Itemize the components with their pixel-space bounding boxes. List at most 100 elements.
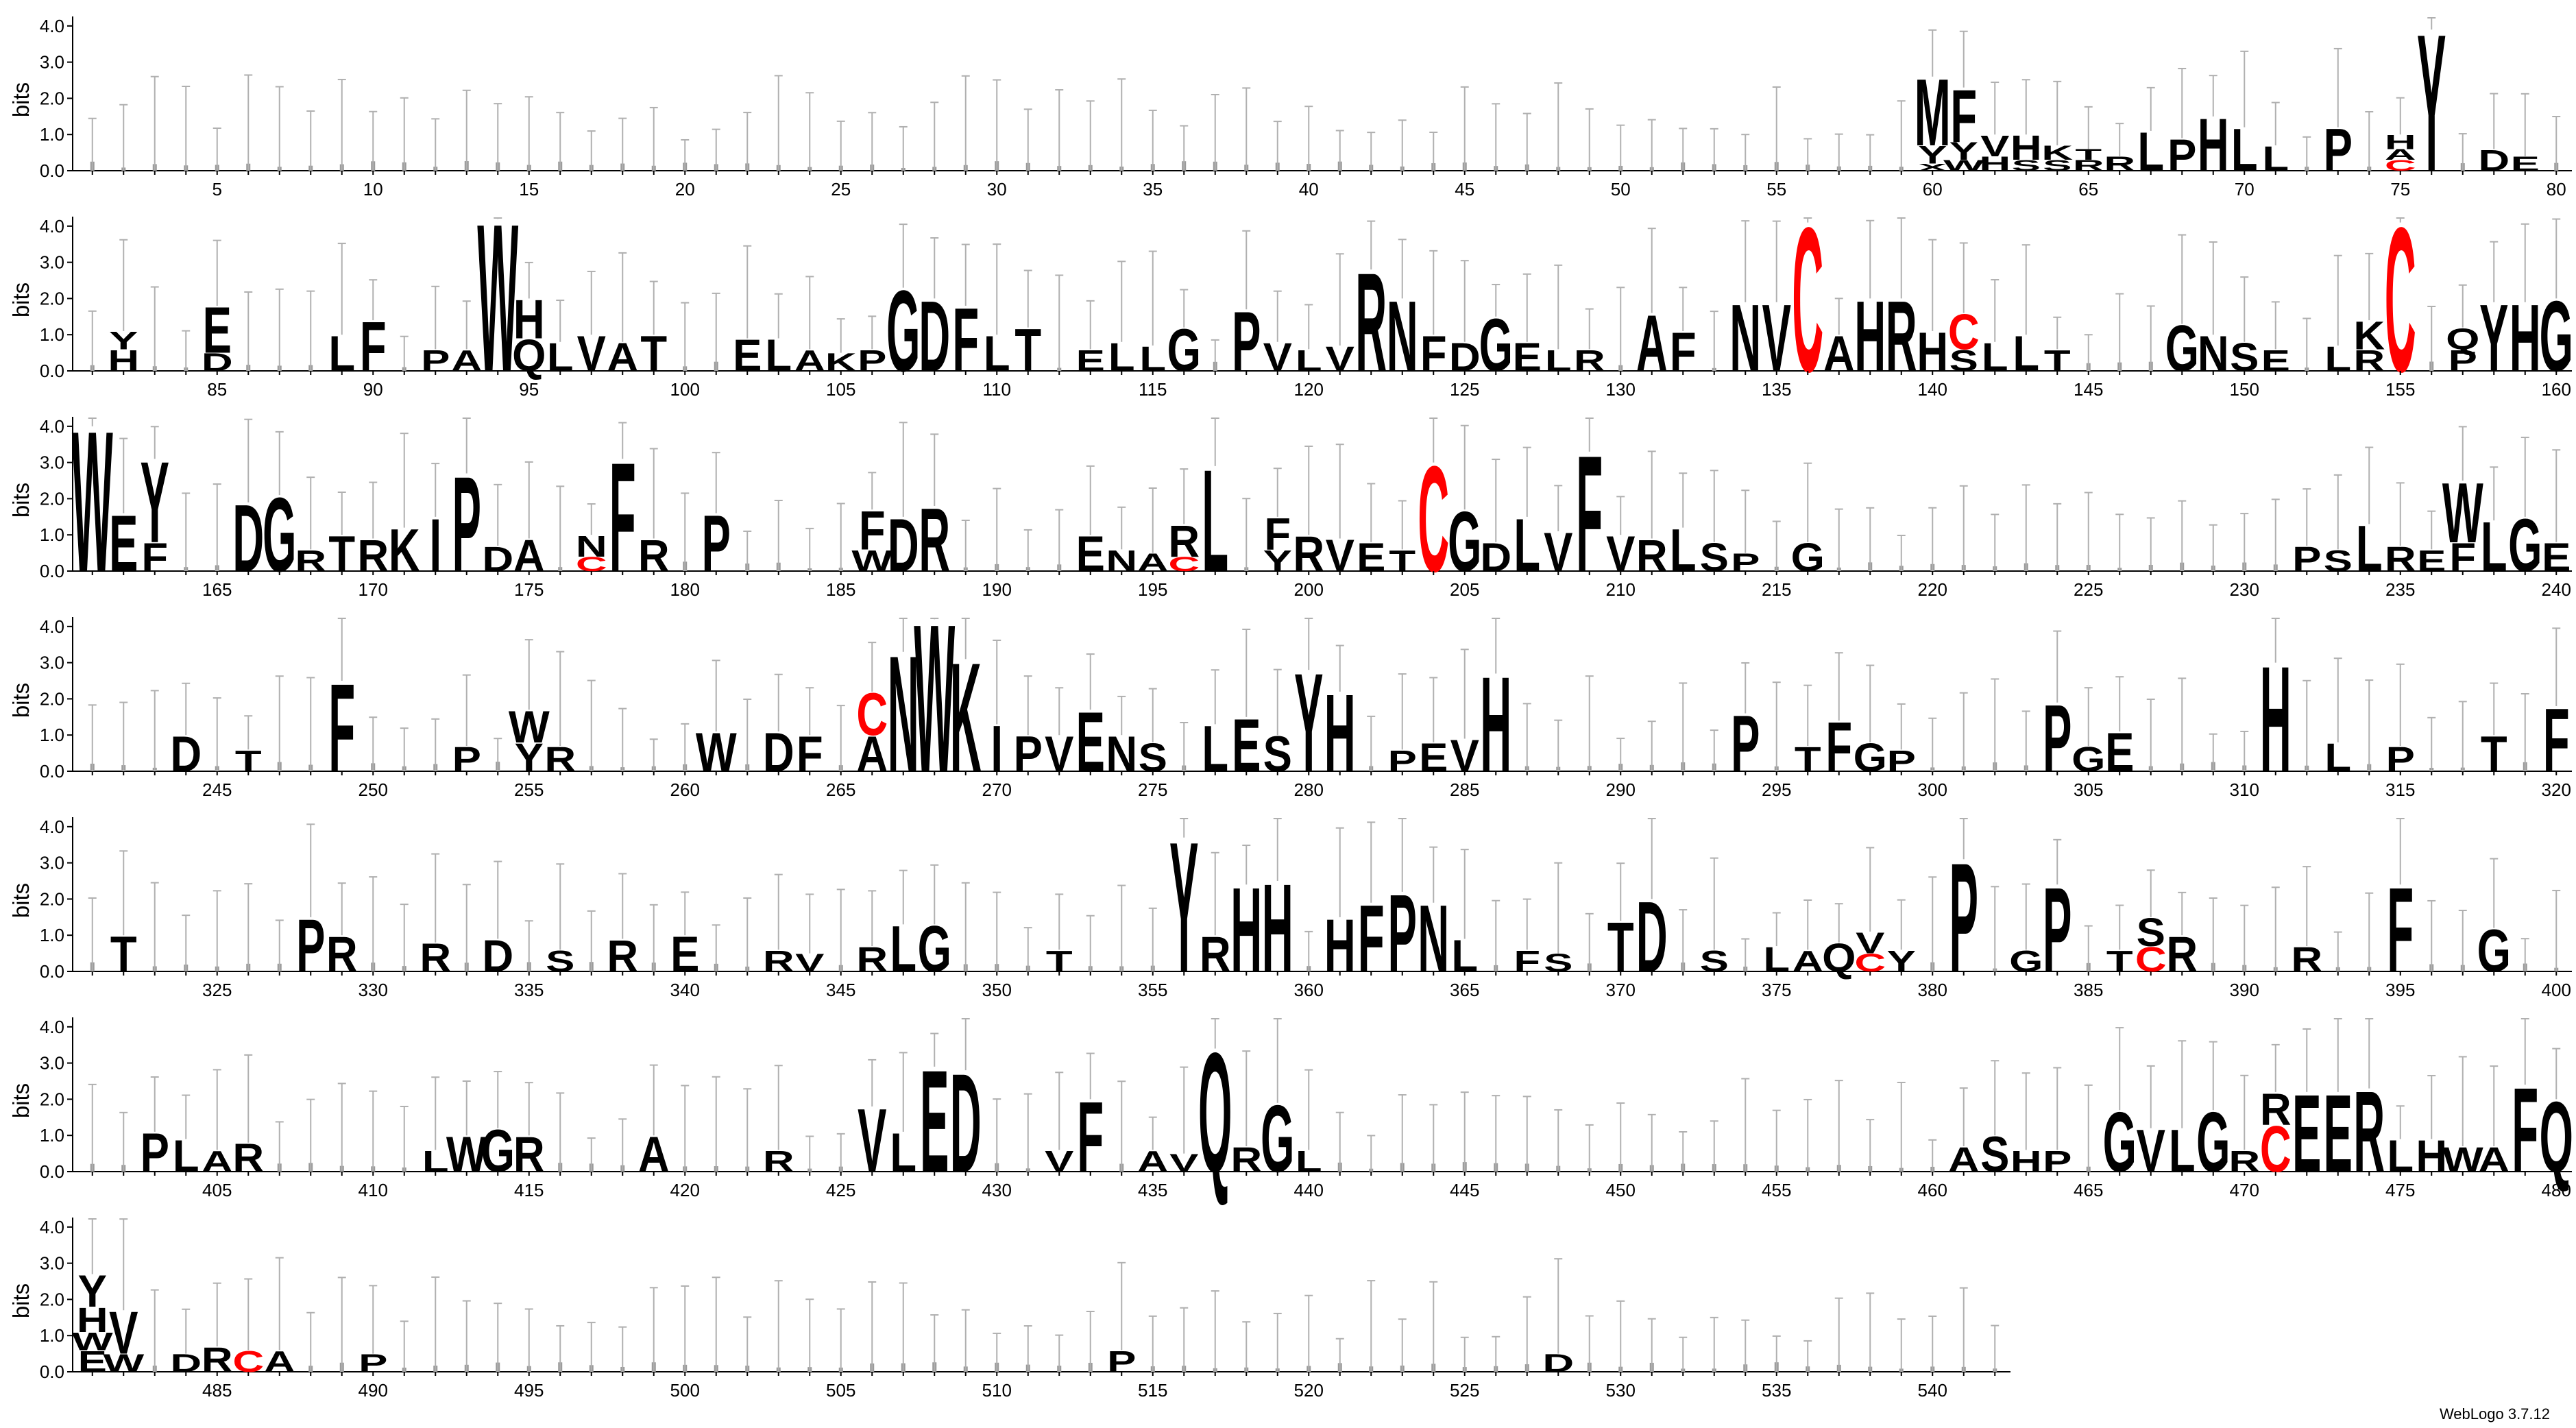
y-axis-label: bits [8, 1283, 34, 1318]
x-tick-label: 510 [982, 1380, 1012, 1401]
x-tick-label: 65 [2078, 179, 2098, 199]
y-tick-label: 0.0 [40, 961, 64, 982]
x-tick-label: 355 [1138, 980, 1167, 1000]
y-axis-label: bits [8, 883, 34, 918]
residue-letter: H [513, 289, 545, 350]
residue-letter: F [1576, 422, 1603, 606]
residue-letter: F [609, 431, 636, 605]
residue-letter: Y [1918, 141, 1947, 169]
x-tick-label: 345 [826, 980, 855, 1000]
x-tick-label: 205 [1450, 579, 1479, 600]
x-tick-label: 410 [359, 1180, 388, 1200]
residue-letter: S [2137, 910, 2165, 954]
residue-letter: K [950, 631, 982, 805]
y-tick-label: 3.0 [40, 452, 64, 473]
residue-letter: W [72, 1327, 113, 1355]
residue-letter: F [1950, 75, 1977, 159]
x-tick-label: 315 [2385, 779, 2415, 800]
y-tick-label: 1.0 [40, 725, 64, 745]
residue-letter: I [429, 504, 441, 588]
logo-row: bits 0.0 1.0 2.0 3.0 4.0 5 10 15 20 25 30 35 40 45 50 55… [8, 0, 2572, 213]
x-tick-label: 530 [1606, 1380, 1636, 1401]
x-tick-label: 25 [831, 179, 851, 199]
x-tick-label: 80 [2547, 179, 2566, 199]
y-tick-label: 4.0 [40, 616, 64, 637]
residue-letter: Y [1169, 803, 1198, 1011]
x-tick-label: 140 [1918, 379, 1947, 400]
x-tick-label: 295 [1762, 779, 1791, 800]
residue-letter: F [859, 500, 886, 561]
x-tick-label: 235 [2385, 579, 2415, 600]
x-tick-label: 500 [670, 1380, 700, 1401]
y-tick-label: 2.0 [40, 1089, 64, 1109]
y-tick-label: 3.0 [40, 252, 64, 273]
residue-letter: W [477, 181, 518, 417]
residue-letter: V [109, 1300, 138, 1368]
x-tick-label: 270 [982, 779, 1012, 800]
x-tick-label: 425 [826, 1180, 855, 1200]
y-tick-label: 1.0 [40, 925, 64, 945]
residue-letter: R [1355, 244, 1387, 402]
residue-letter: N [888, 622, 919, 806]
x-tick-label: 60 [1923, 179, 1943, 199]
residue-letter: W [914, 581, 955, 817]
y-tick-label: 0.0 [40, 361, 64, 381]
residue-letter: F [328, 659, 355, 799]
x-tick-label: 175 [514, 579, 544, 600]
x-tick-label: 515 [1138, 1380, 1167, 1401]
y-tick-label: 2.0 [40, 888, 64, 909]
x-tick-label: 90 [363, 379, 383, 400]
x-tick-label: 30 [987, 179, 1007, 199]
x-tick-label: 45 [1455, 179, 1474, 199]
x-tick-label: 250 [359, 779, 388, 800]
x-tick-label: 535 [1762, 1380, 1791, 1401]
x-tick-label: 360 [1294, 980, 1324, 1000]
x-tick-label: 200 [1294, 579, 1324, 600]
x-tick-label: 475 [2385, 1180, 2415, 1200]
x-tick-label: 420 [670, 1180, 700, 1200]
x-tick-label: 135 [1762, 379, 1791, 400]
x-tick-label: 335 [514, 980, 544, 1000]
x-tick-label: 540 [1918, 1380, 1947, 1401]
x-tick-label: 400 [2542, 980, 2571, 1000]
x-tick-label: 460 [1918, 1180, 1947, 1200]
y-tick-label: 4.0 [40, 416, 64, 437]
residue-letter: K [2041, 142, 2073, 165]
x-tick-label: 330 [359, 980, 388, 1000]
x-tick-label: 210 [1606, 579, 1636, 600]
y-tick-label: 4.0 [40, 1217, 64, 1237]
y-tick-label: 3.0 [40, 653, 64, 673]
x-tick-label: 95 [519, 379, 539, 400]
x-tick-label: 10 [363, 179, 383, 199]
x-tick-label: 100 [670, 379, 700, 400]
x-tick-label: 385 [2074, 980, 2103, 1000]
y-tick-label: 4.0 [40, 816, 64, 837]
x-tick-label: 470 [2230, 1180, 2259, 1200]
y-axis-label: bits [8, 1083, 34, 1118]
y-axis-label: bits [8, 282, 34, 317]
residue-letter: C [1948, 304, 1980, 360]
x-tick-label: 505 [826, 1380, 855, 1401]
x-tick-label: 85 [207, 379, 227, 400]
x-tick-label: 115 [1139, 379, 1167, 400]
residue-letter: Y [2417, 0, 2446, 213]
residue-letter: H [2010, 129, 2042, 168]
residue-letter: I [991, 713, 1003, 786]
x-tick-label: 285 [1450, 779, 1479, 800]
x-tick-label: 490 [359, 1380, 388, 1401]
x-tick-label: 305 [2074, 779, 2103, 800]
residue-letter: P [452, 449, 481, 601]
x-tick-label: 20 [675, 179, 695, 199]
residue-letter: H [2385, 131, 2416, 154]
x-tick-label: 255 [514, 779, 544, 800]
x-tick-label: 375 [1762, 980, 1791, 1000]
residue-letter: T [2075, 147, 2102, 164]
residue-letter: H [1480, 649, 1511, 801]
x-tick-label: 125 [1450, 379, 1479, 400]
residue-letter: P [1949, 832, 1978, 1005]
y-tick-label: 0.0 [40, 1161, 64, 1182]
x-tick-label: 55 [1766, 179, 1786, 199]
